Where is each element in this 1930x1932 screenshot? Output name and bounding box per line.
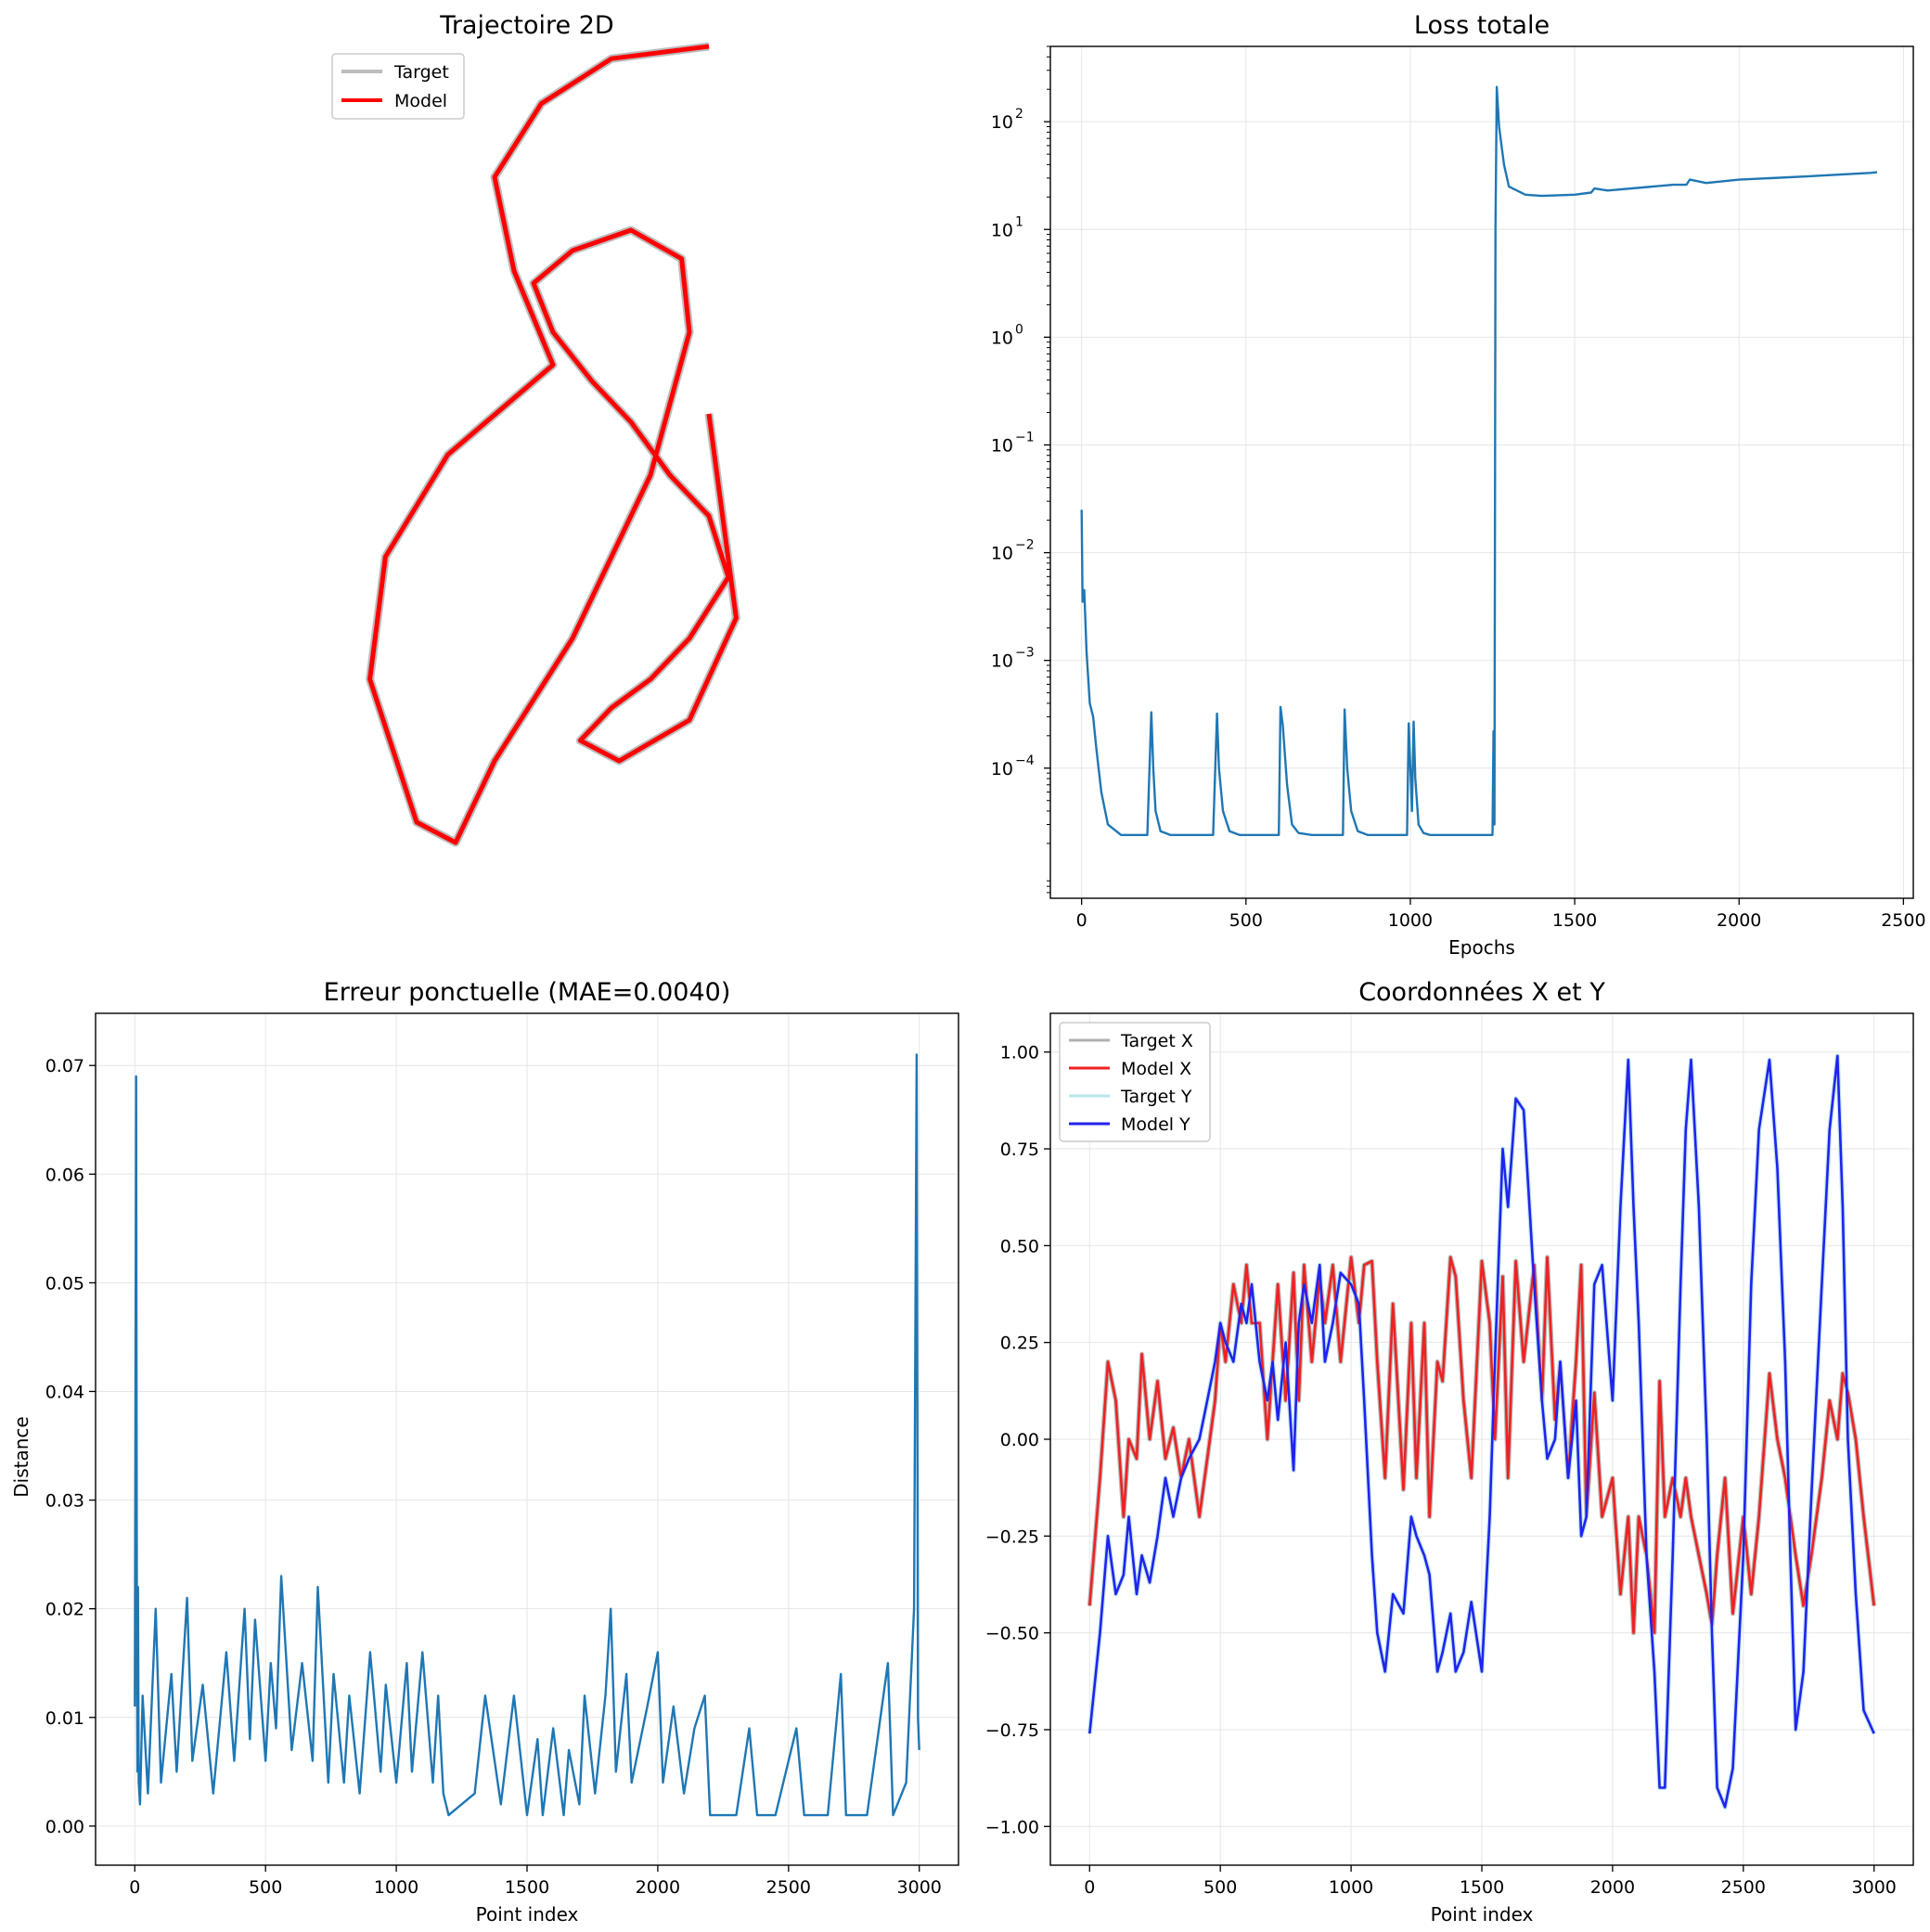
legend-label-target-x: Target X xyxy=(1120,1031,1193,1051)
y-tick-label-4: 10 xyxy=(991,328,1013,348)
y-tick-label-6: 10 xyxy=(991,112,1013,133)
x-tick-label-3: 1500 xyxy=(505,1877,549,1898)
y-tick-label-3: −0.25 xyxy=(985,1526,1039,1547)
title-erreur: Erreur ponctuelle (MAE=0.0040) xyxy=(324,978,731,1007)
y-tick-label-0: 10 xyxy=(991,759,1013,779)
panel-coordonnees: 0 500 1000 1500 2000 2500 3000 −1.00 −0.75 −0.50 −… xyxy=(985,1012,1914,1898)
x-tick-label-4: 2000 xyxy=(1590,1877,1635,1898)
x-tick-label-3: 1500 xyxy=(1552,910,1597,931)
legend-label-model: Model xyxy=(394,91,447,111)
y-tick-label-3: 10 xyxy=(991,435,1013,456)
y-tick-label-3: 0.03 xyxy=(45,1491,84,1512)
x-tick-label-4: 2000 xyxy=(636,1877,680,1898)
error-xlabel: Point index xyxy=(476,1903,579,1926)
y-tick-label-1: 0.01 xyxy=(45,1708,84,1729)
y-tick-label-2: 0.02 xyxy=(45,1600,84,1620)
legend-label-model-y: Model Y xyxy=(1121,1114,1190,1135)
legend-label-model-x: Model X xyxy=(1121,1059,1191,1079)
y-tick-exponent-6: 2 xyxy=(1015,107,1023,122)
x-tick-label-0: 0 xyxy=(1084,1877,1095,1898)
loss-xlabel: Epochs xyxy=(1448,936,1515,959)
legend-label-target: Target xyxy=(393,62,449,83)
y-tick-label-7: 0.07 xyxy=(45,1056,84,1076)
series-model-x xyxy=(1088,1256,1875,1634)
loss-line xyxy=(1080,85,1878,836)
ticks: 0 500 1000 1500 2000 2500 3000 0.00 0.01 0.02 0.03… xyxy=(45,1056,942,1898)
x-tick-label-5: 2500 xyxy=(766,1877,811,1898)
panel-erreur: 0 500 1000 1500 2000 2500 3000 0.00 0.01 0.02 0.03… xyxy=(45,1012,959,1898)
title-trajectoire: Trajectoire 2D xyxy=(439,11,613,40)
y-tick-label-4: 0.04 xyxy=(45,1382,84,1402)
x-tick-label-4: 2000 xyxy=(1717,910,1761,931)
grid xyxy=(1050,46,1913,898)
y-tick-label-7: 0.75 xyxy=(1000,1140,1039,1160)
y-tick-label-5: 0.05 xyxy=(45,1273,84,1294)
y-tick-label-0: −1.00 xyxy=(985,1817,1039,1837)
title-loss: Loss totale xyxy=(1414,11,1550,40)
y-tick-label-5: 0.25 xyxy=(1000,1333,1039,1354)
y-tick-exponent-0: −4 xyxy=(1015,753,1035,768)
y-tick-label-1: −0.75 xyxy=(985,1720,1039,1741)
series-model-y xyxy=(1088,1054,1875,1809)
y-tick-label-0: 0.00 xyxy=(45,1817,84,1837)
x-tick-label-2: 1000 xyxy=(374,1877,418,1898)
legend-frame xyxy=(1059,1022,1211,1142)
y-tick-label-8: 1.00 xyxy=(1000,1043,1039,1063)
plot-frame xyxy=(1049,1012,1914,1866)
y-tick-label-1: 10 xyxy=(991,651,1013,672)
y-tick-label-2: −0.50 xyxy=(985,1624,1039,1644)
panel-trajectoire: Target Model xyxy=(331,42,740,847)
error-line xyxy=(134,1053,920,1817)
y-tick-exponent-4: 0 xyxy=(1015,322,1023,337)
x-tick-label-3: 1500 xyxy=(1460,1877,1504,1898)
x-tick-label-6: 3000 xyxy=(1852,1877,1897,1898)
y-tick-exponent-1: −3 xyxy=(1015,646,1035,661)
legend: Target X Model X Target Y Model Y xyxy=(1059,1022,1211,1142)
model-trajectory xyxy=(367,44,739,845)
x-tick-label-1: 500 xyxy=(1203,1877,1237,1898)
title-coordonnees: Coordonnées X et Y xyxy=(1358,978,1605,1007)
x-tick-label-0: 0 xyxy=(129,1877,140,1898)
y-tick-label-4: 0.00 xyxy=(1000,1430,1039,1450)
x-tick-label-6: 3000 xyxy=(897,1877,942,1898)
x-tick-label-2: 1000 xyxy=(1329,1877,1373,1898)
plot-frame xyxy=(95,1012,959,1866)
coord-xlabel: Point index xyxy=(1431,1903,1534,1926)
legend: Target Model xyxy=(331,53,465,120)
error-ylabel: Distance xyxy=(10,1416,32,1497)
y-tick-label-6: 0.06 xyxy=(45,1165,84,1185)
x-tick-label-5: 2500 xyxy=(1881,910,1925,931)
legend-label-target-y: Target Y xyxy=(1120,1087,1192,1107)
y-tick-label-5: 10 xyxy=(991,220,1013,240)
y-tick-exponent-5: 1 xyxy=(1015,214,1023,229)
grid xyxy=(96,1013,959,1865)
ticks: 0 500 1000 1500 2000 2500 3000 −1.00 −0.75 −0.50 −… xyxy=(985,1043,1897,1898)
y-tick-exponent-3: −1 xyxy=(1015,430,1035,444)
x-tick-label-1: 500 xyxy=(249,1877,282,1898)
x-tick-label-2: 1000 xyxy=(1388,910,1433,931)
plot-frame xyxy=(1049,45,1914,899)
x-tick-label-0: 0 xyxy=(1076,910,1087,931)
x-tick-label-5: 2500 xyxy=(1721,1877,1766,1898)
y-tick-exponent-2: −2 xyxy=(1015,538,1035,553)
y-tick-label-6: 0.50 xyxy=(1000,1236,1039,1256)
y-tick-label-2: 10 xyxy=(991,544,1013,564)
x-tick-label-1: 500 xyxy=(1229,910,1263,931)
